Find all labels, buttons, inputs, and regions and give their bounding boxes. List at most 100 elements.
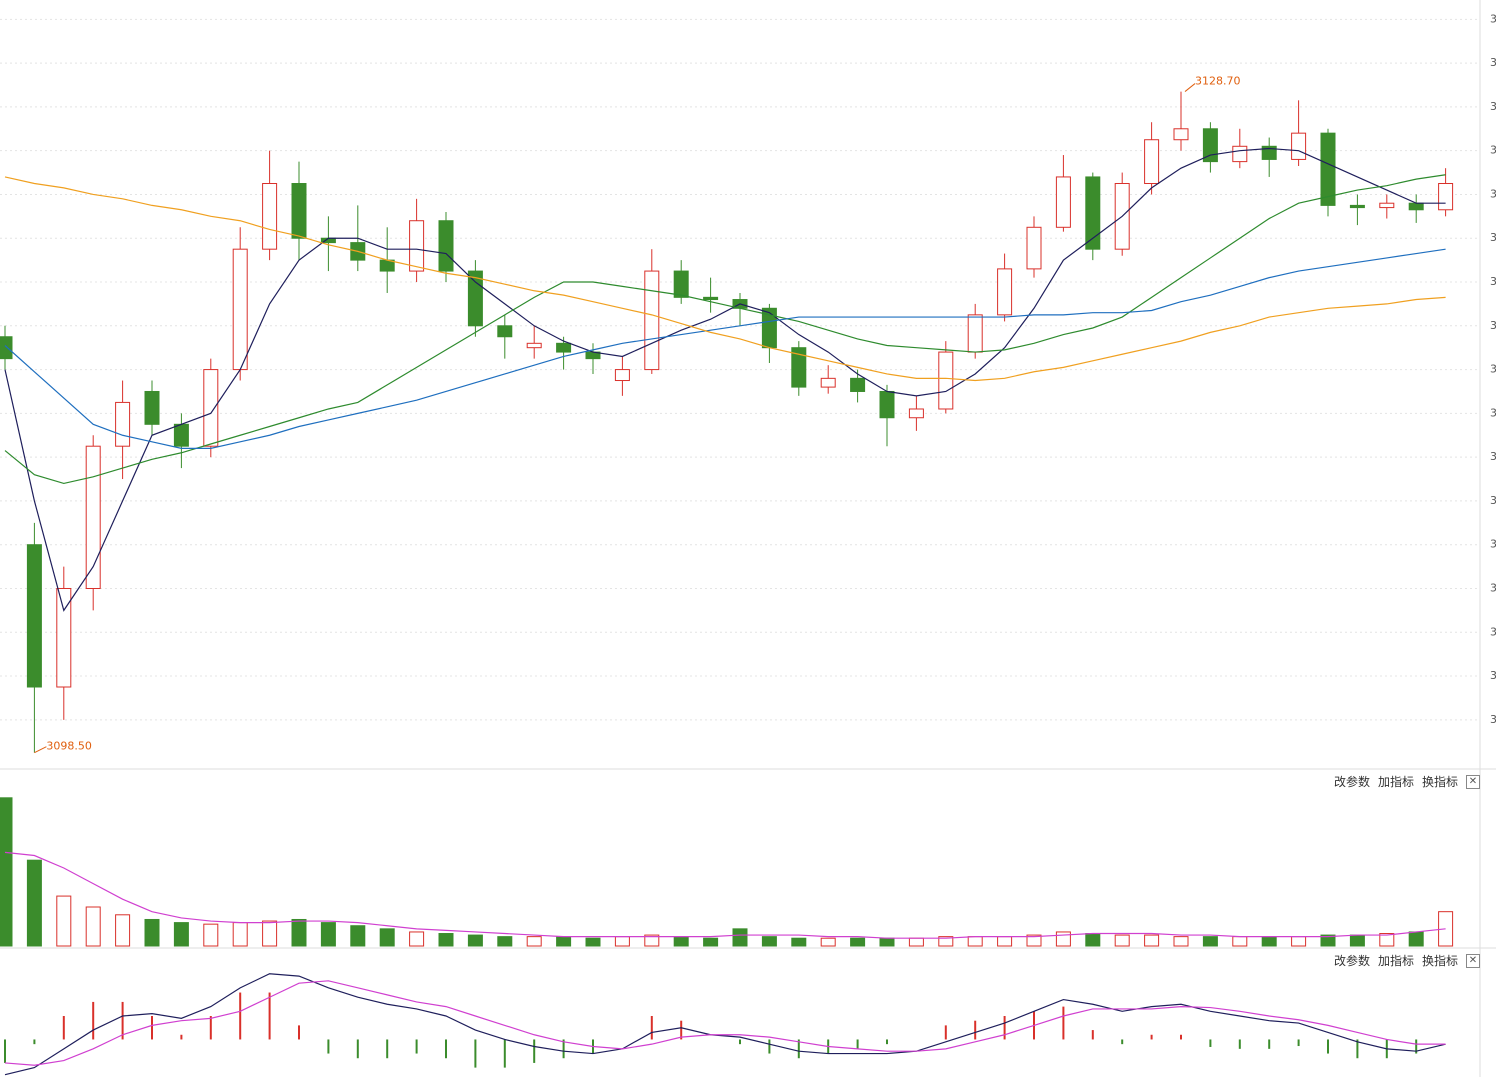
y-tick-label: 3 [1490, 581, 1496, 594]
volume-bar [467, 934, 483, 947]
volume-bar [879, 937, 895, 947]
candle-body [908, 408, 924, 419]
ma-line [4, 147, 1446, 612]
candle-body [1144, 139, 1160, 185]
volume-bar [1144, 934, 1160, 947]
candle-body [526, 342, 542, 349]
candle-body [850, 377, 866, 392]
candle-body [1202, 128, 1218, 163]
volume-bar [614, 936, 630, 947]
button[interactable]: 加指标 [1377, 954, 1414, 968]
candle-body [173, 423, 189, 447]
candle-body [262, 183, 278, 250]
ma-line [4, 980, 1446, 1066]
button[interactable]: 换指标 [1421, 954, 1458, 968]
candle-body [1349, 204, 1365, 209]
candle-body [438, 220, 454, 272]
volume-bar [644, 934, 660, 947]
volume-bar [409, 931, 425, 947]
volume-bar [203, 923, 219, 947]
volume-bar [1232, 936, 1248, 947]
y-tick-label: 3 [1490, 406, 1496, 419]
volume-bar [497, 936, 513, 947]
candle-body [232, 248, 248, 371]
volume-bar [1349, 934, 1365, 947]
y-tick-label: 3 [1490, 538, 1496, 551]
button[interactable]: 改参数 [1333, 954, 1370, 968]
ma-line [4, 248, 1446, 449]
candle-body [997, 268, 1013, 316]
volume-bar [703, 937, 719, 947]
volume-bar [1438, 911, 1454, 947]
button[interactable]: 改参数 [1333, 775, 1370, 789]
candle-body [1085, 176, 1101, 250]
candle-body [1232, 145, 1248, 163]
ma-line [4, 176, 1446, 382]
candle-body [879, 390, 895, 419]
y-tick-label: 3 [1490, 12, 1496, 25]
y-tick-label: 3 [1490, 144, 1496, 157]
candle-body [1055, 176, 1071, 228]
volume-bar [350, 925, 366, 947]
candle-body [967, 314, 983, 353]
volume-bar [1261, 936, 1277, 947]
candle-body [791, 347, 807, 388]
y-tick-label: 3 [1490, 100, 1496, 113]
y-tick-label: 3 [1490, 494, 1496, 507]
volume-bar [1202, 936, 1218, 947]
candle-body [556, 342, 572, 353]
ma-line [4, 851, 1446, 939]
y-tick-label: 3 [1490, 450, 1496, 463]
volume-bar [262, 920, 278, 947]
y-tick-label: 3 [1490, 275, 1496, 288]
candle-body [115, 401, 131, 447]
volume-bar [85, 906, 101, 947]
y-tick-label: 3 [1490, 669, 1496, 682]
volume-bar [673, 936, 689, 947]
y-tick-label: 3 [1490, 231, 1496, 244]
volume-bar [938, 936, 954, 947]
candle-body [614, 369, 630, 382]
volume-bar [585, 937, 601, 947]
candle-body [0, 336, 13, 360]
candle-body [703, 296, 719, 301]
volume-bar [379, 928, 395, 947]
y-tick-label: 3 [1490, 187, 1496, 200]
button[interactable]: 换指标 [1421, 775, 1458, 789]
y-tick-label: 3 [1490, 319, 1496, 332]
max-price-label: 3128.70 [1195, 75, 1241, 88]
annotation-arrow [1184, 83, 1196, 92]
volume-bar [820, 937, 836, 947]
candle-body [1291, 132, 1307, 160]
volume-bar [1055, 931, 1071, 947]
candle-body [144, 390, 160, 425]
ma-line [4, 174, 1446, 485]
volume-bar [1291, 936, 1307, 947]
volume-bar [1320, 934, 1336, 947]
candle-body [1408, 202, 1424, 211]
volume-bar [1085, 933, 1101, 947]
toolbar: 改参数 加指标 换指标 ✕ [1334, 952, 1480, 969]
volume-bar [967, 936, 983, 947]
candle-body [291, 183, 307, 239]
candle-body [644, 270, 660, 371]
candle-body [938, 351, 954, 410]
volume-bar [0, 797, 13, 947]
volume-bar [1379, 933, 1395, 947]
min-price-label: 3098.50 [46, 740, 92, 753]
candle-body [673, 270, 689, 298]
y-tick-label: 3 [1490, 713, 1496, 726]
volume-bar [1026, 934, 1042, 947]
button[interactable]: 加指标 [1377, 775, 1414, 789]
volume-bar [1173, 936, 1189, 947]
volume-bar [56, 895, 72, 947]
volume-bar [850, 937, 866, 947]
volume-bar [791, 937, 807, 947]
close-button[interactable]: ✕ [1466, 953, 1480, 968]
volume-bar [115, 914, 131, 947]
close-button[interactable]: ✕ [1466, 774, 1480, 789]
candle-body [1438, 183, 1454, 211]
volume-bar [732, 928, 748, 947]
volume-bar [438, 933, 454, 947]
